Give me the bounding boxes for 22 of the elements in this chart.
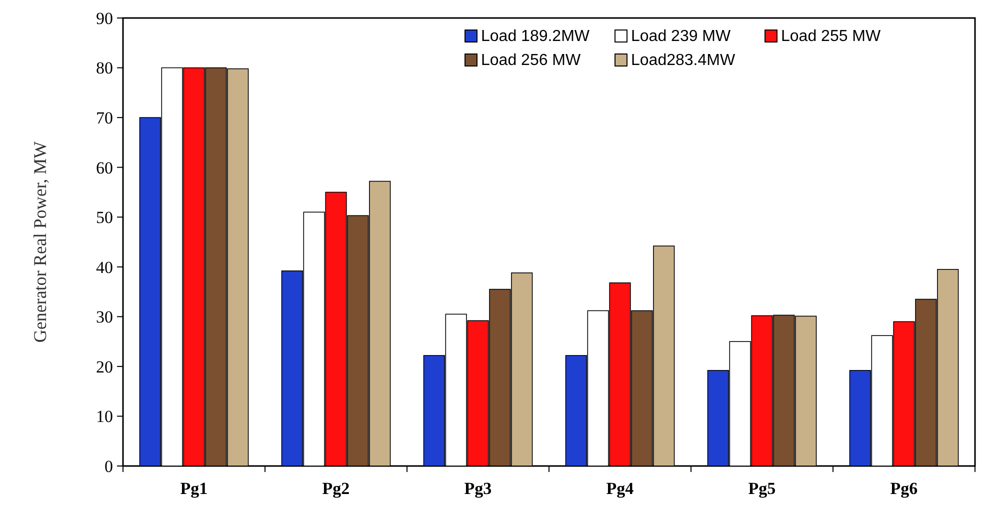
y-tick-label: 80 — [96, 58, 113, 78]
y-tick-label: 40 — [96, 258, 113, 277]
y-tick-label: 60 — [96, 158, 113, 178]
y-tick-label: 90 — [96, 8, 113, 28]
y-axis-title: Generator Real Power, MW — [30, 141, 50, 343]
x-tick-label: Pg5 — [748, 479, 776, 498]
y-tick-label: 70 — [96, 108, 113, 128]
x-tick-label: Pg4 — [606, 479, 634, 498]
y-tick-label: 10 — [96, 407, 113, 426]
y-tick-label: 30 — [96, 308, 113, 327]
legend-label: Load 256 MW — [481, 52, 582, 69]
legend-label: Load 255 MW — [781, 28, 882, 45]
legend-label: Load283.4MW — [631, 52, 736, 69]
x-tick-label: Pg2 — [322, 479, 350, 498]
y-tick-label: 0 — [104, 456, 113, 476]
x-tick-label: Pg1 — [180, 479, 208, 498]
legend-label: Load 239 MW — [631, 28, 732, 45]
y-tick-label: 50 — [96, 208, 113, 228]
y-tick-label: 20 — [96, 357, 113, 376]
x-tick-label: Pg6 — [890, 479, 918, 498]
legend-label: Load 189.2MW — [481, 28, 590, 45]
x-tick-label: Pg3 — [464, 479, 492, 498]
